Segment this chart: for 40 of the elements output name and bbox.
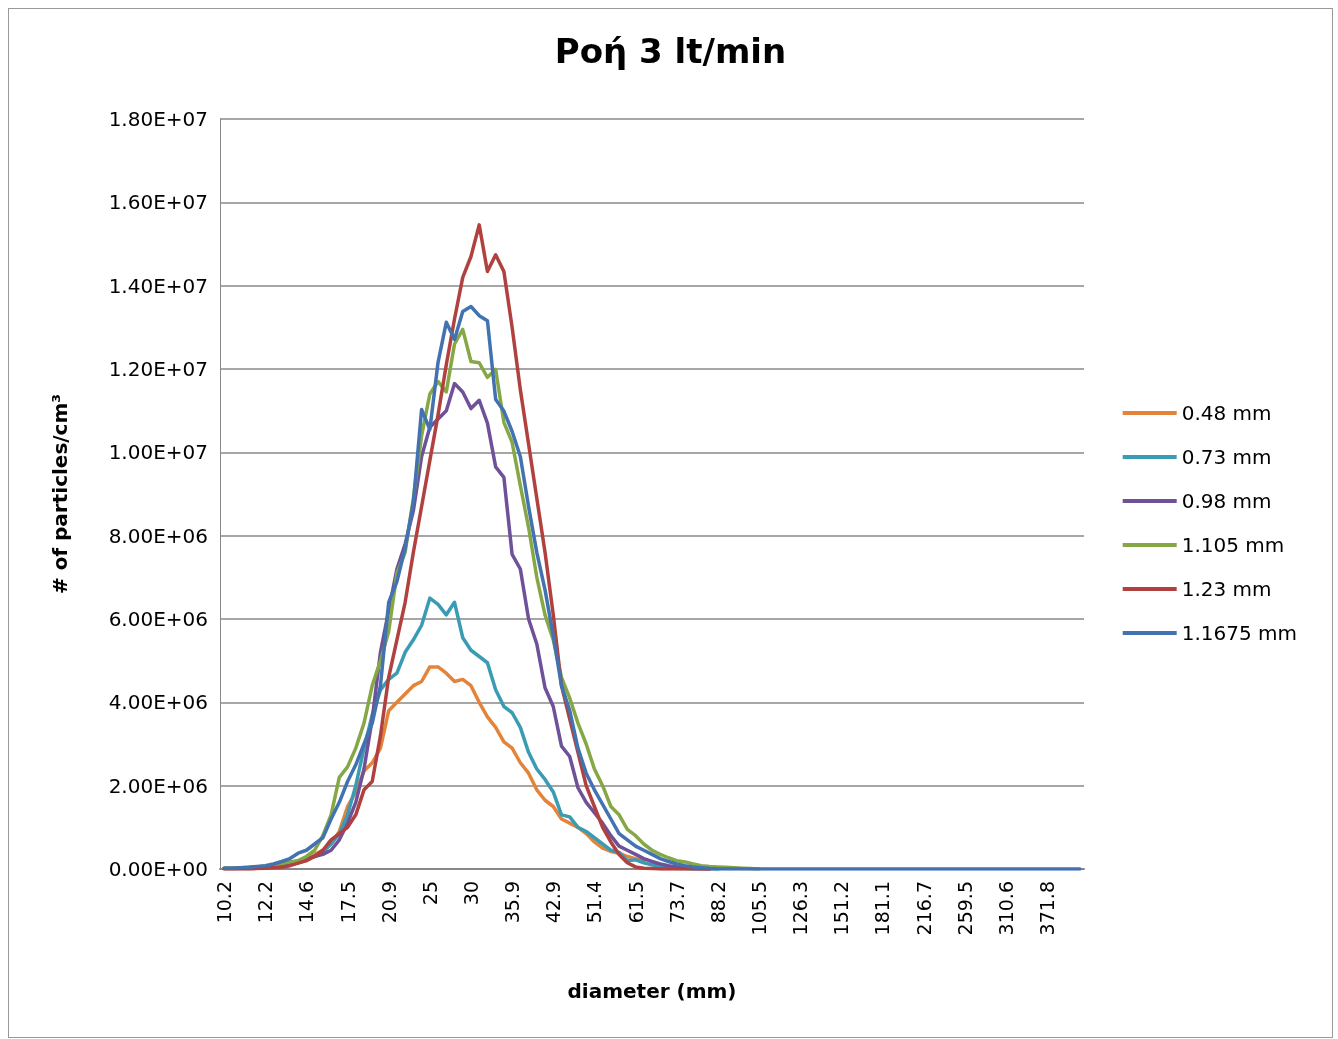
legend-label: 1.1675 mm <box>1181 621 1298 645</box>
x-tick-label: 17.5 <box>336 881 359 924</box>
x-tick-label: 181.1 <box>871 881 894 936</box>
x-tick-label: 51.4 <box>583 881 606 924</box>
x-tick-label: 310.6 <box>994 881 1017 936</box>
y-tick-label: 0.00E+00 <box>108 857 208 881</box>
x-tick-label: 259.5 <box>953 881 976 936</box>
y-tick-label: 1.60E+07 <box>108 190 208 215</box>
y-tick-label: 1.20E+07 <box>108 357 208 381</box>
y-axis-title: # of particles/cm³ <box>48 393 72 595</box>
x-tick-label: 20.9 <box>377 881 400 924</box>
x-tick-label: 42.9 <box>542 881 565 924</box>
legend-label: 1.23 mm <box>1181 577 1272 601</box>
x-tick-label: 105.5 <box>747 881 770 936</box>
x-tick-label: 14.6 <box>295 881 318 924</box>
x-tick-label: 35.9 <box>501 881 524 924</box>
y-tick-label: 1.00E+07 <box>108 440 208 465</box>
y-tick-label: 6.00E+06 <box>108 607 208 631</box>
chart-title: Ροή 3 lt/min <box>554 31 787 71</box>
x-tick-label: 371.8 <box>1035 881 1058 936</box>
legend-label: 0.73 mm <box>1181 445 1272 469</box>
x-axis-title: diameter (mm) <box>567 979 737 1003</box>
x-tick-label: 216.7 <box>912 881 935 936</box>
y-tick-label: 8.00E+06 <box>108 523 208 548</box>
legend-label: 0.48 mm <box>1181 401 1272 425</box>
x-tick-label: 126.3 <box>789 881 812 936</box>
y-tick-label: 4.00E+06 <box>108 690 208 715</box>
x-tick-label: 151.2 <box>830 881 853 936</box>
x-tick-label: 61.5 <box>624 881 647 924</box>
y-tick-label: 2.00E+06 <box>108 773 208 798</box>
x-tick-label: 12.2 <box>254 881 277 924</box>
x-tick-label: 10.2 <box>213 881 236 924</box>
x-tick-label: 73.7 <box>665 881 688 924</box>
x-tick-label: 25 <box>418 881 441 906</box>
x-tick-label: 88.2 <box>706 881 729 924</box>
x-tick-label: 30 <box>459 881 482 906</box>
y-tick-label: 1.80E+07 <box>108 107 208 131</box>
legend-label: 0.98 mm <box>1181 489 1272 513</box>
legend-label: 1.105 mm <box>1181 533 1285 557</box>
y-tick-label: 1.40E+07 <box>108 273 208 298</box>
